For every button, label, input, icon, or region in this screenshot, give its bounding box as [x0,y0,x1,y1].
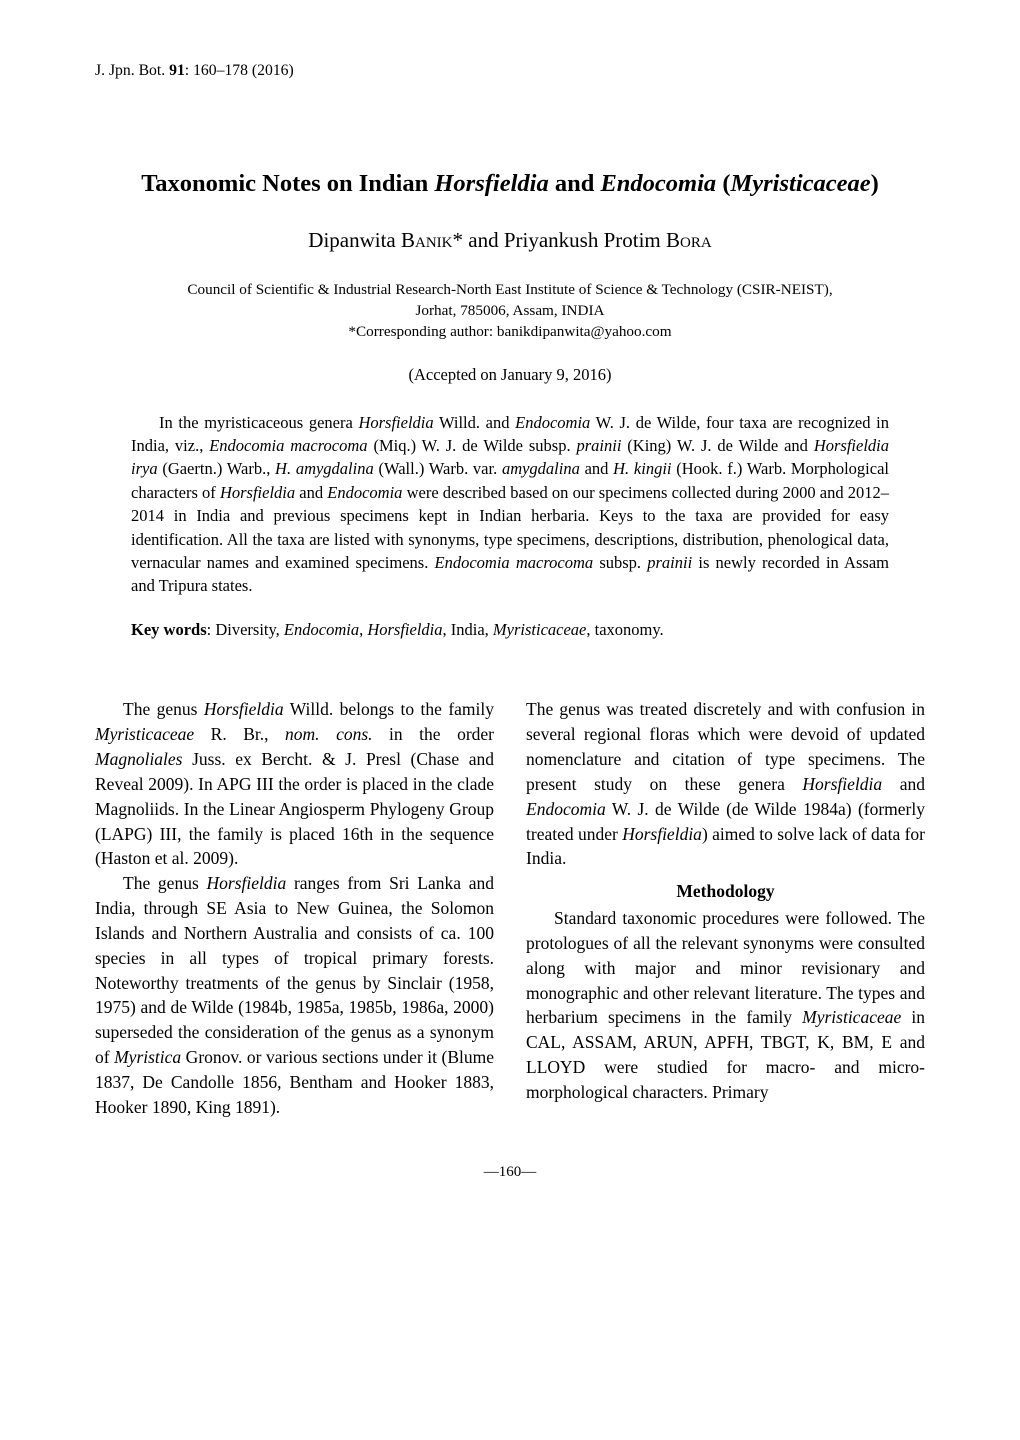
accepted-date: (Accepted on January 9, 2016) [95,363,925,386]
affiliation-line: Council of Scientific & Industrial Resea… [95,280,925,301]
page-range: : 160–178 (2016) [185,62,294,79]
affiliation-line: *Corresponding author: banikdipanwita@ya… [95,322,925,343]
keywords-block: Key words: Diversity, Endocomia, Horsfie… [131,618,889,641]
authors-line: Dipanwita Banik* and Priyankush Protim B… [95,226,925,256]
page-number: —160— [95,1162,925,1183]
left-column: The genus Horsfieldia Willd. belongs to … [95,697,494,1119]
journal-abbrev: J. Jpn. Bot. [95,62,165,79]
body-paragraph: The genus was treated discretely and wit… [526,697,925,871]
body-paragraph: The genus Horsfieldia ranges from Sri La… [95,871,494,1119]
section-heading: Methodology [526,879,925,904]
body-columns: The genus Horsfieldia Willd. belongs to … [95,697,925,1119]
body-paragraph: Standard taxonomic procedures were follo… [526,906,925,1105]
abstract-block: In the myristicaceous genera Horsfieldia… [131,411,889,598]
abstract-text: In the myristicaceous genera Horsfieldia… [131,411,889,598]
affiliation-line: Jorhat, 785006, Assam, INDIA [95,301,925,322]
article-title: Taxonomic Notes on Indian Horsfieldia an… [95,167,925,200]
body-paragraph: The genus Horsfieldia Willd. belongs to … [95,697,494,871]
running-header: J. Jpn. Bot. 91: 160–178 (2016) [95,60,925,82]
keywords-text: : Diversity, Endocomia, Horsfieldia, Ind… [207,620,664,639]
affiliation-block: Council of Scientific & Industrial Resea… [95,280,925,343]
keywords-label: Key words [131,620,207,639]
volume-number: 91 [169,62,185,79]
right-column: The genus was treated discretely and wit… [526,697,925,1119]
